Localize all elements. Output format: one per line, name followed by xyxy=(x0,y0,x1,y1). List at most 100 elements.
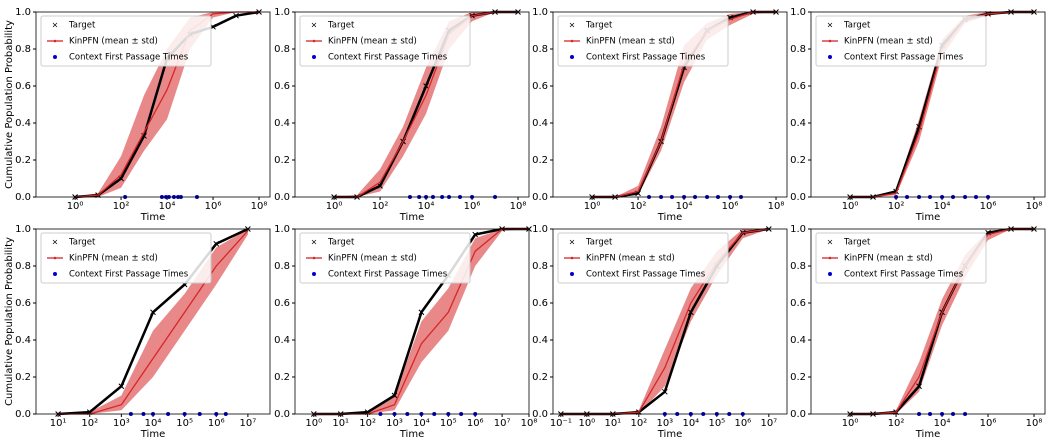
legend-marker: × xyxy=(569,21,576,30)
x-tick-label: 10⁶ xyxy=(722,201,739,212)
y-tick-label: 1.0 xyxy=(274,7,290,18)
legend-label: Target xyxy=(68,21,96,31)
x-tick-label: 10⁷ xyxy=(760,418,777,429)
y-tick-label: 0.6 xyxy=(532,81,548,92)
legend-marker xyxy=(828,272,832,276)
target-point xyxy=(661,388,668,395)
x-tick-label: 10⁸ xyxy=(1026,201,1043,212)
x-tick-label: 10⁵ xyxy=(440,418,457,429)
x-tick-label: 10⁴ xyxy=(676,201,693,212)
y-tick-label: 0.0 xyxy=(15,409,31,420)
legend-label: Context First Passage Times xyxy=(69,270,189,280)
plot-frame xyxy=(35,228,271,415)
panel: 0.0 0.2 0.4 0.6 0.8 1.0 10⁰ 10² 10⁴ 10⁶ 10⁸ Time × Ta… xyxy=(532,7,788,223)
legend-marker: × xyxy=(569,238,576,247)
y-axis-label: Cumulative Population Probability xyxy=(4,20,15,189)
y-tick-label: 1.0 xyxy=(790,224,806,235)
panel: 0.0 0.2 0.4 0.6 0.8 1.0 10⁰ 10¹ 10² 10³ 10⁴ 10⁵ 10⁶ 1… xyxy=(274,224,537,438)
legend-marker xyxy=(570,55,574,59)
legend-marker: × xyxy=(311,238,318,247)
legend-label: Target xyxy=(843,238,871,248)
y-tick-label: 0.8 xyxy=(274,44,290,55)
std-band xyxy=(75,12,260,197)
y-tick-label: 1.0 xyxy=(15,224,31,235)
legend-label: Context First Passage Times xyxy=(69,53,189,63)
x-tick-label: 10⁶ xyxy=(734,418,751,429)
legend-marker xyxy=(570,272,574,276)
legend-box xyxy=(815,15,987,67)
mean-line xyxy=(334,11,519,198)
x-axis-label: Time xyxy=(399,429,424,438)
x-tick-label: 10¹ xyxy=(50,418,67,429)
x-tick-label: 10⁶ xyxy=(208,418,225,429)
x-axis-label: Time xyxy=(140,429,165,438)
x-tick-label: 10⁷ xyxy=(494,418,511,429)
y-tick-label: 0.8 xyxy=(274,261,290,272)
target-point xyxy=(150,309,156,316)
x-axis-label: Time xyxy=(399,212,424,223)
legend: × Target KinPFN (mean ± std) Context First … xyxy=(557,232,729,284)
y-tick-label: 0.0 xyxy=(790,409,806,420)
legend-label: Context First Passage Times xyxy=(586,270,706,280)
y-tick-label: 0.2 xyxy=(15,155,31,166)
legend-marker xyxy=(53,272,57,276)
x-tick-label: 10⁴ xyxy=(413,418,430,429)
y-tick-label: 0.6 xyxy=(532,298,548,309)
legend-marker xyxy=(570,256,574,260)
x-tick-label: 10⁸ xyxy=(510,201,527,212)
x-tick-label: 10² xyxy=(113,201,130,212)
legend-label: KinPFN (mean ± std) xyxy=(586,37,675,47)
legend: × Target KinPFN (mean ± std) Context First … xyxy=(557,15,729,67)
x-tick-label: 10³ xyxy=(656,418,673,429)
x-tick-label: 10⁰ xyxy=(326,201,343,212)
y-tick-label: 0.2 xyxy=(532,372,548,383)
mean-line xyxy=(850,228,1035,415)
legend-label: Target xyxy=(585,238,613,248)
legend-label: KinPFN (mean ± std) xyxy=(69,254,158,264)
panel: 0.0 0.2 0.4 0.6 0.8 1.0 10¹ 10² 10³ 10⁴ 10⁵ 10⁶ 10⁷ T… xyxy=(4,224,271,438)
x-tick-label: 10⁶ xyxy=(464,201,481,212)
legend-label: Context First Passage Times xyxy=(328,53,448,63)
x-tick-label: 10⁰ xyxy=(584,201,601,212)
x-tick-label: 10¹ xyxy=(604,418,621,429)
plot-frame xyxy=(810,228,1046,415)
x-tick-label: 10² xyxy=(359,418,376,429)
x-tick-label: 10⁴ xyxy=(934,201,951,212)
y-tick-label: 1.0 xyxy=(532,224,548,235)
legend-label: KinPFN (mean ± std) xyxy=(586,254,675,264)
plot-frame xyxy=(294,228,530,415)
y-tick-label: 0.2 xyxy=(532,155,548,166)
x-tick-label: 10⁴ xyxy=(145,418,162,429)
x-tick-label: 10³ xyxy=(386,418,403,429)
y-tick-label: 0.4 xyxy=(532,118,548,129)
target-point xyxy=(391,392,398,399)
y-tick-label: 0.0 xyxy=(15,192,31,203)
x-tick-label: 10² xyxy=(372,201,389,212)
x-tick-label: 10⁶ xyxy=(980,418,997,429)
target-point xyxy=(118,383,125,390)
legend-marker: × xyxy=(52,238,59,247)
x-tick-label: 10⁶ xyxy=(205,201,222,212)
x-tick-label: 10⁸ xyxy=(251,201,268,212)
plot-frame xyxy=(294,11,530,198)
legend-label: Target xyxy=(327,21,355,31)
y-tick-label: 1.0 xyxy=(790,7,806,18)
y-tick-label: 0.4 xyxy=(790,335,806,346)
y-tick-label: 0.8 xyxy=(15,261,31,272)
legend-marker xyxy=(53,39,57,43)
x-tick-label: 10² xyxy=(888,418,905,429)
legend-box xyxy=(40,232,212,284)
y-tick-label: 0.2 xyxy=(790,372,806,383)
x-tick-label: 10⁻¹ xyxy=(550,418,572,429)
legend-label: Target xyxy=(585,21,613,31)
target-point xyxy=(472,231,479,238)
y-tick-label: 0.4 xyxy=(790,118,806,129)
x-tick-label: 10⁴ xyxy=(934,418,951,429)
x-axis-label: Time xyxy=(140,212,165,223)
y-tick-label: 0.0 xyxy=(532,192,548,203)
y-tick-label: 0.0 xyxy=(274,409,290,420)
x-tick-label: 10² xyxy=(630,418,647,429)
legend-marker xyxy=(312,256,316,260)
legend-box xyxy=(299,232,471,284)
legend-label: KinPFN (mean ± std) xyxy=(328,254,417,264)
